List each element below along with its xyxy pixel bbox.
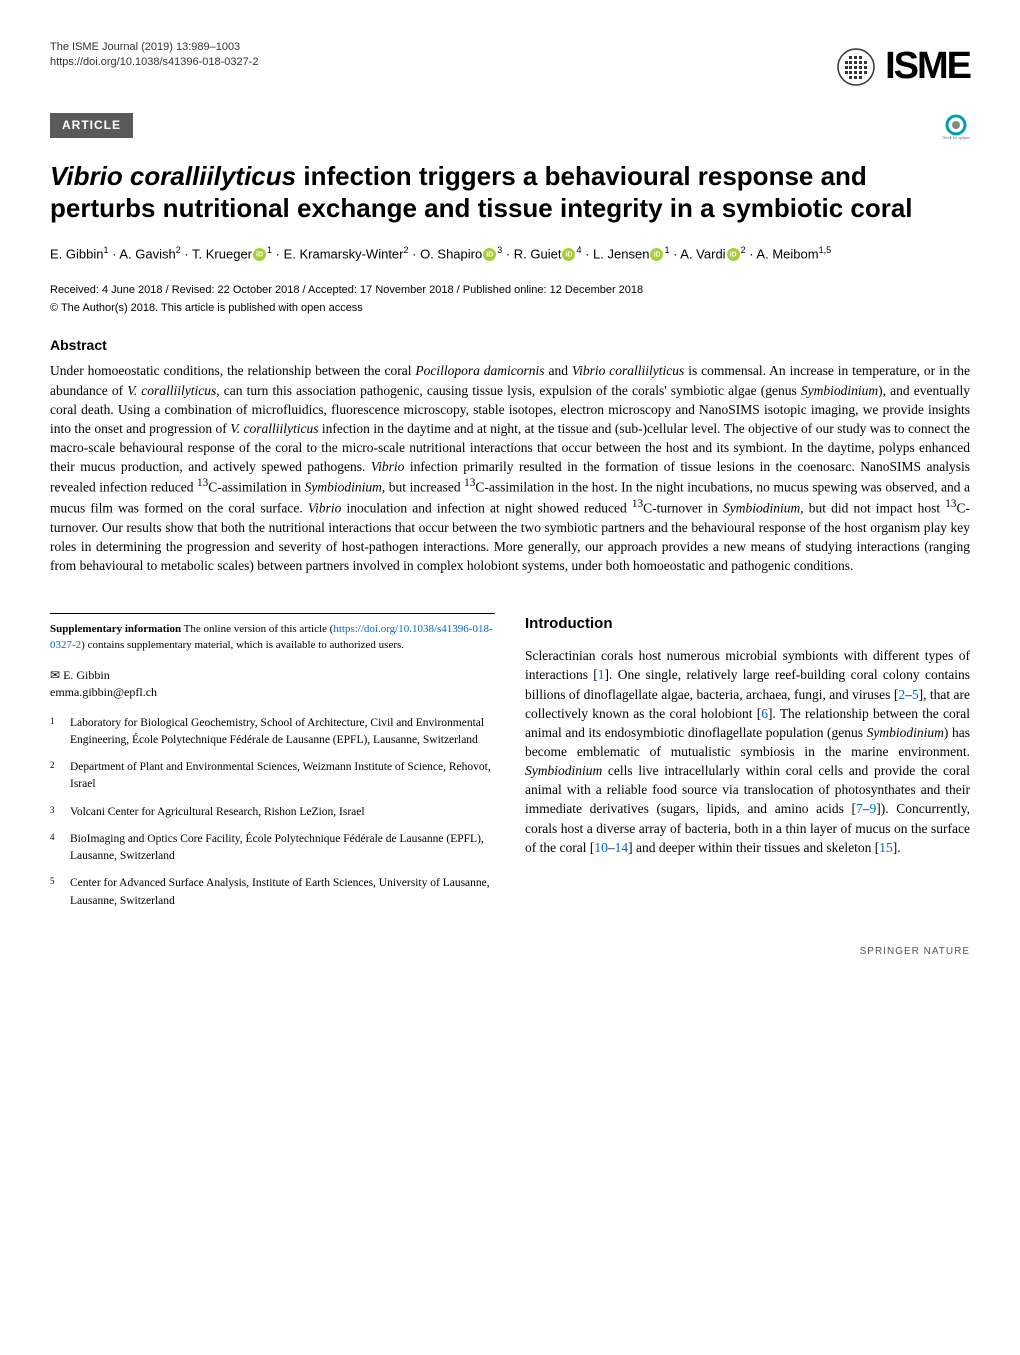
supplementary-text: The online version of this article (: [181, 623, 333, 635]
journal-citation: The ISME Journal (2019) 13:989–1003: [50, 40, 259, 55]
globe-icon: [835, 46, 877, 88]
two-column-layout: Supplementary information The online ver…: [50, 613, 970, 920]
affiliation-number: 4: [50, 831, 60, 866]
affiliation-text: Volcani Center for Agricultural Research…: [70, 804, 365, 821]
introduction-body: Scleractinian corals host numerous micro…: [525, 646, 970, 857]
journal-info: The ISME Journal (2019) 13:989–1003 http…: [50, 40, 259, 71]
affiliation-item: 1 Laboratory for Biological Geochemistry…: [50, 715, 495, 750]
publication-dates: Received: 4 June 2018 / Revised: 22 Octo…: [50, 283, 970, 298]
affiliation-text: Laboratory for Biological Geochemistry, …: [70, 715, 495, 750]
footer-publisher: SPRINGER NATURE: [50, 945, 970, 959]
corresponding-author: ✉ E. Gibbin emma.gibbin@epfl.ch: [50, 667, 495, 701]
introduction-heading: Introduction: [525, 613, 970, 634]
right-column: Introduction Scleractinian corals host n…: [525, 613, 970, 920]
abstract-heading: Abstract: [50, 336, 970, 356]
affiliation-item: 2 Department of Plant and Environmental …: [50, 759, 495, 794]
title-italic-part: Vibrio coralliilyticus: [50, 161, 296, 191]
article-type-badge: ARTICLE: [50, 113, 133, 138]
affiliation-number: 5: [50, 875, 60, 910]
affiliation-number: 1: [50, 715, 60, 750]
affiliation-text: Center for Advanced Surface Analysis, In…: [70, 875, 495, 910]
left-column: Supplementary information The online ver…: [50, 613, 495, 920]
header: The ISME Journal (2019) 13:989–1003 http…: [50, 40, 970, 93]
author-list: E. Gibbin1 · A. Gavish2 · T. Krueger1 · …: [50, 243, 970, 265]
copyright-line: © The Author(s) 2018. This article is pu…: [50, 301, 970, 316]
affiliation-number: 3: [50, 804, 60, 821]
affiliation-item: 5 Center for Advanced Surface Analysis, …: [50, 875, 495, 910]
affiliations-list: 1 Laboratory for Biological Geochemistry…: [50, 715, 495, 910]
corresponding-email[interactable]: emma.gibbin@epfl.ch: [50, 685, 157, 699]
logo-text: ISME: [885, 40, 970, 93]
journal-doi[interactable]: https://doi.org/10.1038/s41396-018-0327-…: [50, 55, 259, 70]
corresponding-name: E. Gibbin: [63, 668, 110, 682]
affiliation-number: 2: [50, 759, 60, 794]
supplementary-label: Supplementary information: [50, 623, 181, 635]
supplementary-info: Supplementary information The online ver…: [50, 613, 495, 653]
badge-row: ARTICLE Check for updates: [50, 113, 970, 142]
affiliation-item: 4 BioImaging and Optics Core Facility, É…: [50, 831, 495, 866]
check-updates-icon[interactable]: Check for updates: [942, 113, 970, 141]
affiliation-item: 3 Volcani Center for Agricultural Resear…: [50, 804, 495, 821]
article-title: Vibrio coralliilyticus infection trigger…: [50, 160, 970, 225]
abstract-body: Under homoeostatic conditions, the relat…: [50, 361, 970, 575]
journal-logo: ISME: [835, 40, 970, 93]
supplementary-text-after: ) contains supplementary material, which…: [81, 639, 404, 651]
envelope-icon: ✉: [50, 667, 60, 684]
affiliation-text: Department of Plant and Environmental Sc…: [70, 759, 495, 794]
affiliation-text: BioImaging and Optics Core Facility, Éco…: [70, 831, 495, 866]
svg-text:Check for updates: Check for updates: [942, 135, 970, 140]
